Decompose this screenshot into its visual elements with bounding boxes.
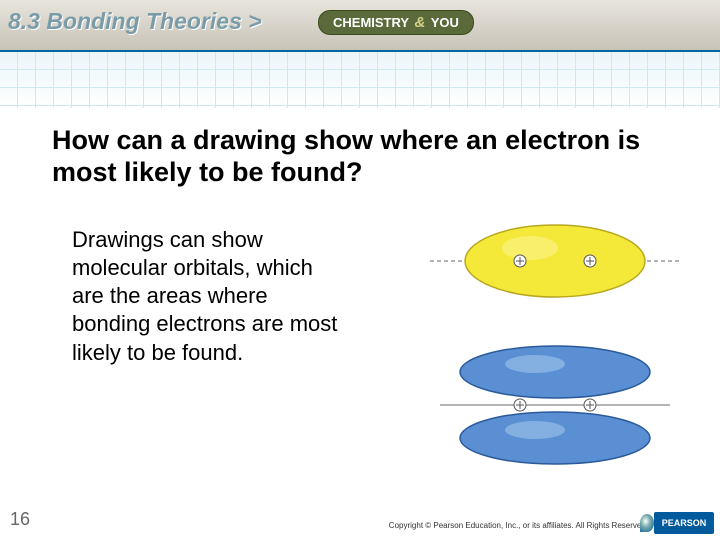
pi-orbital-bottom-lobe	[460, 412, 650, 464]
chevron-icon: >	[248, 8, 261, 34]
pi-top-highlight	[505, 355, 565, 373]
chemistry-and-you-badge: CHEMISTRY & YOU	[318, 10, 474, 35]
pi-orbital-diagram	[430, 340, 680, 470]
slide-header: 8.3 Bonding Theories > CHEMISTRY & YOU	[0, 0, 720, 52]
section-title: 8.3 Bonding Theories >	[8, 8, 262, 35]
pearson-logo: PEARSON	[654, 512, 714, 534]
section-name: Bonding Theories	[46, 8, 242, 34]
sigma-orbital-lobe	[465, 225, 645, 297]
pi-nucleus-left	[514, 399, 526, 411]
copyright-text: Copyright © Pearson Education, Inc., or …	[389, 521, 648, 530]
badge-ampersand: &	[412, 14, 427, 31]
pi-orbital-top-lobe	[460, 346, 650, 398]
slide-question: How can a drawing show where an electron…	[52, 124, 652, 189]
sigma-highlight	[502, 236, 558, 260]
badge-right: YOU	[431, 15, 459, 30]
slide-number: 16	[10, 509, 30, 530]
sigma-nucleus-left	[514, 255, 526, 267]
section-number: 8.3	[8, 8, 40, 34]
pi-nucleus-right	[584, 399, 596, 411]
sigma-orbital-diagram	[430, 216, 680, 306]
sigma-nucleus-right	[584, 255, 596, 267]
slide-body-text: Drawings can show molecular orbitals, wh…	[72, 226, 342, 367]
badge-left: CHEMISTRY	[333, 15, 409, 30]
grid-background-strip	[0, 52, 720, 108]
pi-bottom-highlight	[505, 421, 565, 439]
